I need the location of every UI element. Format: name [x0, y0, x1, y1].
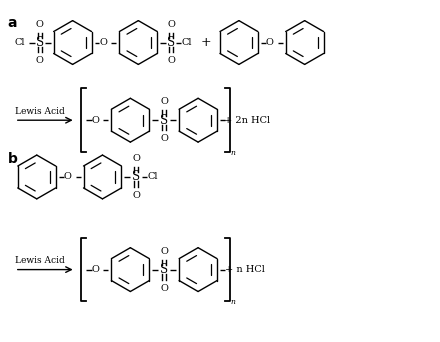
Text: O: O	[92, 116, 99, 125]
Text: a: a	[8, 16, 17, 30]
Text: S: S	[36, 36, 44, 49]
Text: O: O	[167, 56, 175, 65]
Text: Lewis Acid: Lewis Acid	[15, 107, 65, 116]
Text: O: O	[92, 265, 99, 274]
Text: S: S	[160, 263, 168, 276]
Text: O: O	[64, 172, 72, 182]
Text: O: O	[36, 19, 44, 29]
Text: O: O	[160, 284, 168, 292]
Text: Cl: Cl	[15, 38, 26, 47]
Text: O: O	[160, 97, 168, 106]
Text: O: O	[132, 191, 140, 200]
Text: Cl: Cl	[147, 172, 158, 182]
Text: O: O	[160, 134, 168, 143]
Text: O: O	[132, 154, 140, 163]
Text: S: S	[160, 114, 168, 127]
Text: O: O	[160, 247, 168, 256]
Text: n: n	[231, 149, 236, 157]
Text: O: O	[167, 19, 175, 29]
Text: O: O	[266, 38, 274, 47]
Text: O: O	[99, 38, 107, 47]
Text: S: S	[167, 36, 175, 49]
Text: + 2n HCl: + 2n HCl	[224, 116, 270, 125]
Text: Lewis Acid: Lewis Acid	[15, 256, 65, 265]
Text: +: +	[201, 36, 211, 49]
Text: + n HCl: + n HCl	[225, 265, 265, 274]
Text: b: b	[8, 152, 18, 166]
Text: O: O	[36, 56, 44, 65]
Text: n: n	[231, 299, 236, 306]
Text: S: S	[132, 170, 140, 183]
Text: Cl: Cl	[181, 38, 192, 47]
